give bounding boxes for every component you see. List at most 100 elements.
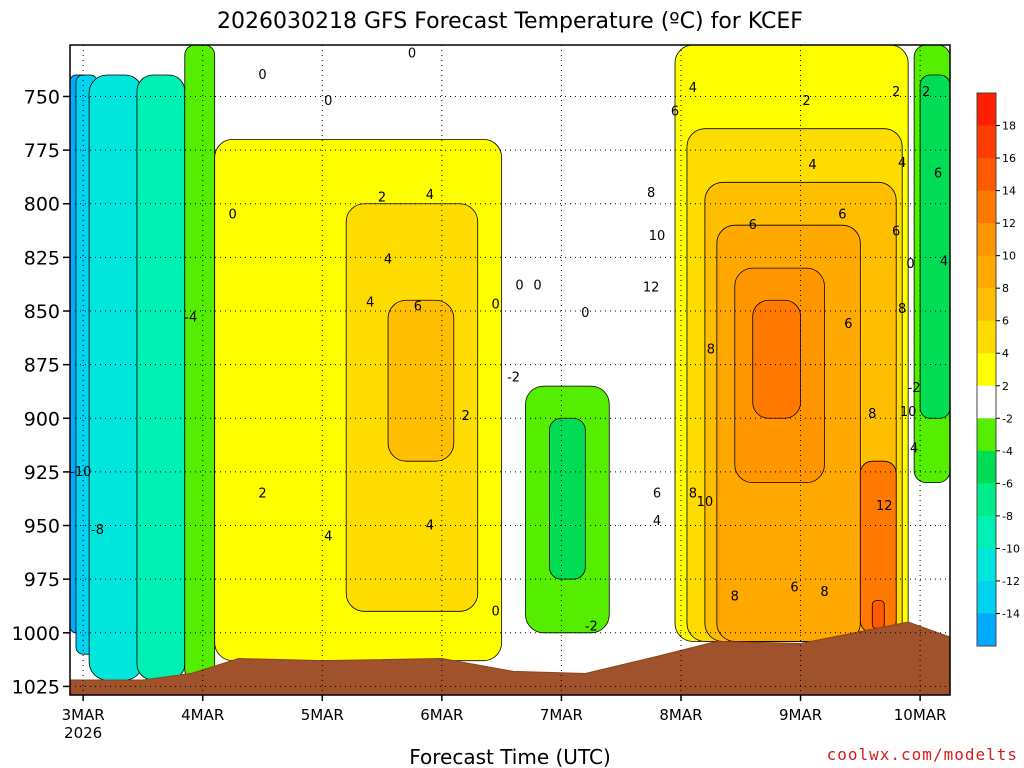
contour-label: 6 — [934, 167, 942, 182]
contour-label: 0 — [408, 47, 416, 62]
colorbar-label: 2 — [1002, 380, 1009, 393]
contour-label: 8 — [707, 343, 715, 358]
x-tick-label: 9MAR — [779, 706, 822, 724]
contour-label: 8 — [731, 589, 739, 604]
contour-label: 10 — [697, 495, 714, 510]
colorbar-label: 10 — [1002, 250, 1016, 263]
temp-region-19 — [919, 74, 950, 419]
colorbar-swatch — [977, 125, 996, 159]
plot-frame — [69, 44, 951, 696]
contour-label: 2 — [378, 190, 386, 205]
contour-label: 0 — [581, 306, 589, 321]
watermark: coolwx.com/modelts — [827, 745, 1018, 764]
contour-label: 6 — [790, 581, 798, 596]
colorbar-swatch — [977, 190, 996, 224]
gridlines — [70, 45, 950, 695]
colorbar-label: -12 — [1002, 575, 1020, 588]
contour-label: 6 — [892, 225, 900, 240]
y-tick-label: 925 — [24, 462, 60, 484]
colorbar: 18 16 14 12 10 8 6 4 2 -2 -4 -6 -8 -10 -12 -14 — [976, 92, 1020, 647]
contour-label: 6 — [844, 317, 852, 332]
contour-label: 8 — [898, 302, 906, 317]
colorbar-label: 4 — [1002, 347, 1009, 360]
temp-region-3 — [136, 74, 186, 681]
y-tick-label: 850 — [24, 301, 60, 323]
contour-label: 0 — [515, 278, 523, 293]
contour-label: 8 — [647, 186, 655, 201]
contour-label: 6 — [671, 105, 679, 120]
contour-label: 0 — [228, 207, 236, 222]
colorbar-swatch — [977, 580, 996, 614]
x-axis-label: Forecast Time (UTC) — [409, 745, 611, 768]
colorbar-label: -2 — [1002, 412, 1013, 425]
colorbar-label: 6 — [1002, 315, 1009, 328]
contour-label: 8 — [689, 486, 697, 501]
contour-label: 10 — [900, 405, 917, 420]
contour-label: 4 — [324, 529, 332, 544]
colorbar-label: -14 — [1002, 607, 1020, 620]
x-tick-label: 8MAR — [659, 706, 702, 724]
y-axis: 750 775 800 825 850 875 900 925 950 975 1000 1025 — [12, 86, 70, 698]
temp-region-7 — [387, 299, 455, 462]
contour-label: 4 — [426, 188, 434, 203]
temp-region-4 — [184, 45, 216, 681]
contour-label: 6 — [838, 207, 846, 222]
colorbar-swatch — [977, 483, 996, 517]
contour-label: -2 — [507, 371, 520, 386]
contour-label: 4 — [426, 519, 434, 534]
temperature-regions — [70, 45, 950, 681]
contour-label: -2 — [585, 619, 598, 634]
colorbar-swatch — [977, 548, 996, 582]
contour-label: 2 — [802, 94, 810, 109]
contour-label: 4 — [898, 156, 906, 171]
temp-region-15 — [752, 299, 801, 419]
contour-label: 0 — [533, 278, 541, 293]
colorbar-swatch — [977, 288, 996, 322]
contour-label: -4 — [184, 310, 197, 325]
y-tick-label: 825 — [24, 247, 60, 269]
colorbar-label: -8 — [1002, 510, 1013, 523]
colorbar-label: 18 — [1002, 120, 1016, 133]
contour-label: -2 — [908, 381, 921, 396]
x-tick-label: 6MAR — [420, 706, 463, 724]
colorbar-frame — [976, 92, 997, 647]
y-tick-label: 775 — [24, 140, 60, 162]
colorbar-swatch — [977, 613, 996, 647]
contour-label: 12 — [876, 499, 893, 514]
colorbar-label: 16 — [1002, 152, 1016, 165]
contour-label: 2 — [922, 85, 930, 100]
plot-area: 0000000-2-2222444446-4-10-84681012881064… — [69, 44, 951, 696]
colorbar-label: 14 — [1002, 185, 1016, 198]
y-tick-label: 1000 — [12, 623, 60, 645]
temp-region-17 — [871, 600, 885, 629]
contour-label: 6 — [653, 486, 661, 501]
colorbar-label: -4 — [1002, 445, 1013, 458]
x-tick-label: 5MAR — [301, 706, 344, 724]
contour-label: 0 — [906, 257, 914, 272]
y-tick-label: 750 — [24, 86, 60, 108]
temp-region-9 — [549, 417, 586, 580]
x-tick-sublabel: 2026 — [64, 724, 102, 742]
contour-label: 0 — [492, 604, 500, 619]
colorbar-swatch — [977, 93, 996, 127]
temp-region-2 — [88, 74, 144, 681]
contour-label: 4 — [808, 158, 816, 173]
x-tick-label: 3MAR — [62, 706, 105, 724]
contour-label: 4 — [366, 295, 374, 310]
contour-label: 6 — [749, 218, 757, 233]
colorbar-label: -10 — [1002, 542, 1020, 555]
contour-label: 0 — [258, 68, 266, 83]
colorbar-label: 12 — [1002, 217, 1016, 230]
contour-label: -10 — [70, 465, 91, 480]
y-tick-label: 900 — [24, 408, 60, 430]
contour-label: 4 — [384, 253, 392, 268]
colorbar-swatch — [977, 450, 996, 484]
contour-label: 2 — [462, 409, 470, 424]
contour-label: 0 — [492, 298, 500, 313]
chart-title: 2026030218 GFS Forecast Temperature (ºC)… — [217, 9, 803, 34]
contour-label: 4 — [689, 81, 697, 96]
contour-label: 4 — [653, 514, 661, 529]
colorbar-swatch — [977, 515, 996, 549]
x-tick-label: 4MAR — [181, 706, 224, 724]
